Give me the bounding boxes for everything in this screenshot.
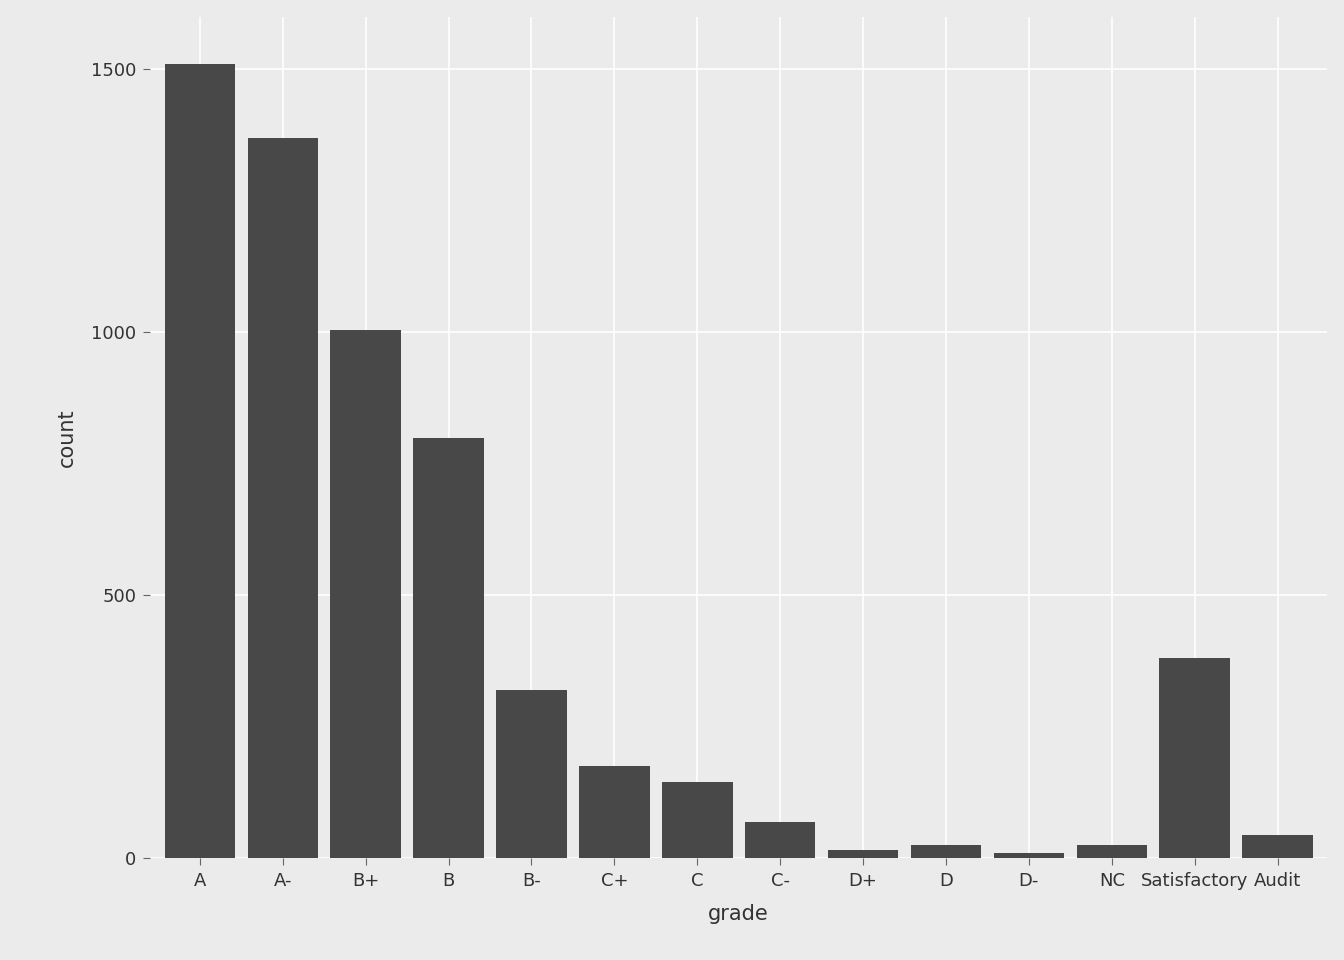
Bar	[165, 64, 235, 858]
X-axis label: grade: grade	[708, 904, 769, 924]
Bar	[828, 851, 898, 858]
Bar	[331, 329, 401, 858]
Bar	[993, 853, 1064, 858]
Bar	[745, 822, 816, 858]
Bar	[247, 137, 319, 858]
Bar	[1077, 845, 1146, 858]
Bar	[911, 845, 981, 858]
Bar	[414, 438, 484, 858]
Bar	[496, 690, 567, 858]
Bar	[1242, 834, 1313, 858]
Y-axis label: count: count	[56, 408, 77, 467]
Bar	[663, 782, 732, 858]
Bar	[579, 766, 649, 858]
Bar	[1160, 659, 1230, 858]
